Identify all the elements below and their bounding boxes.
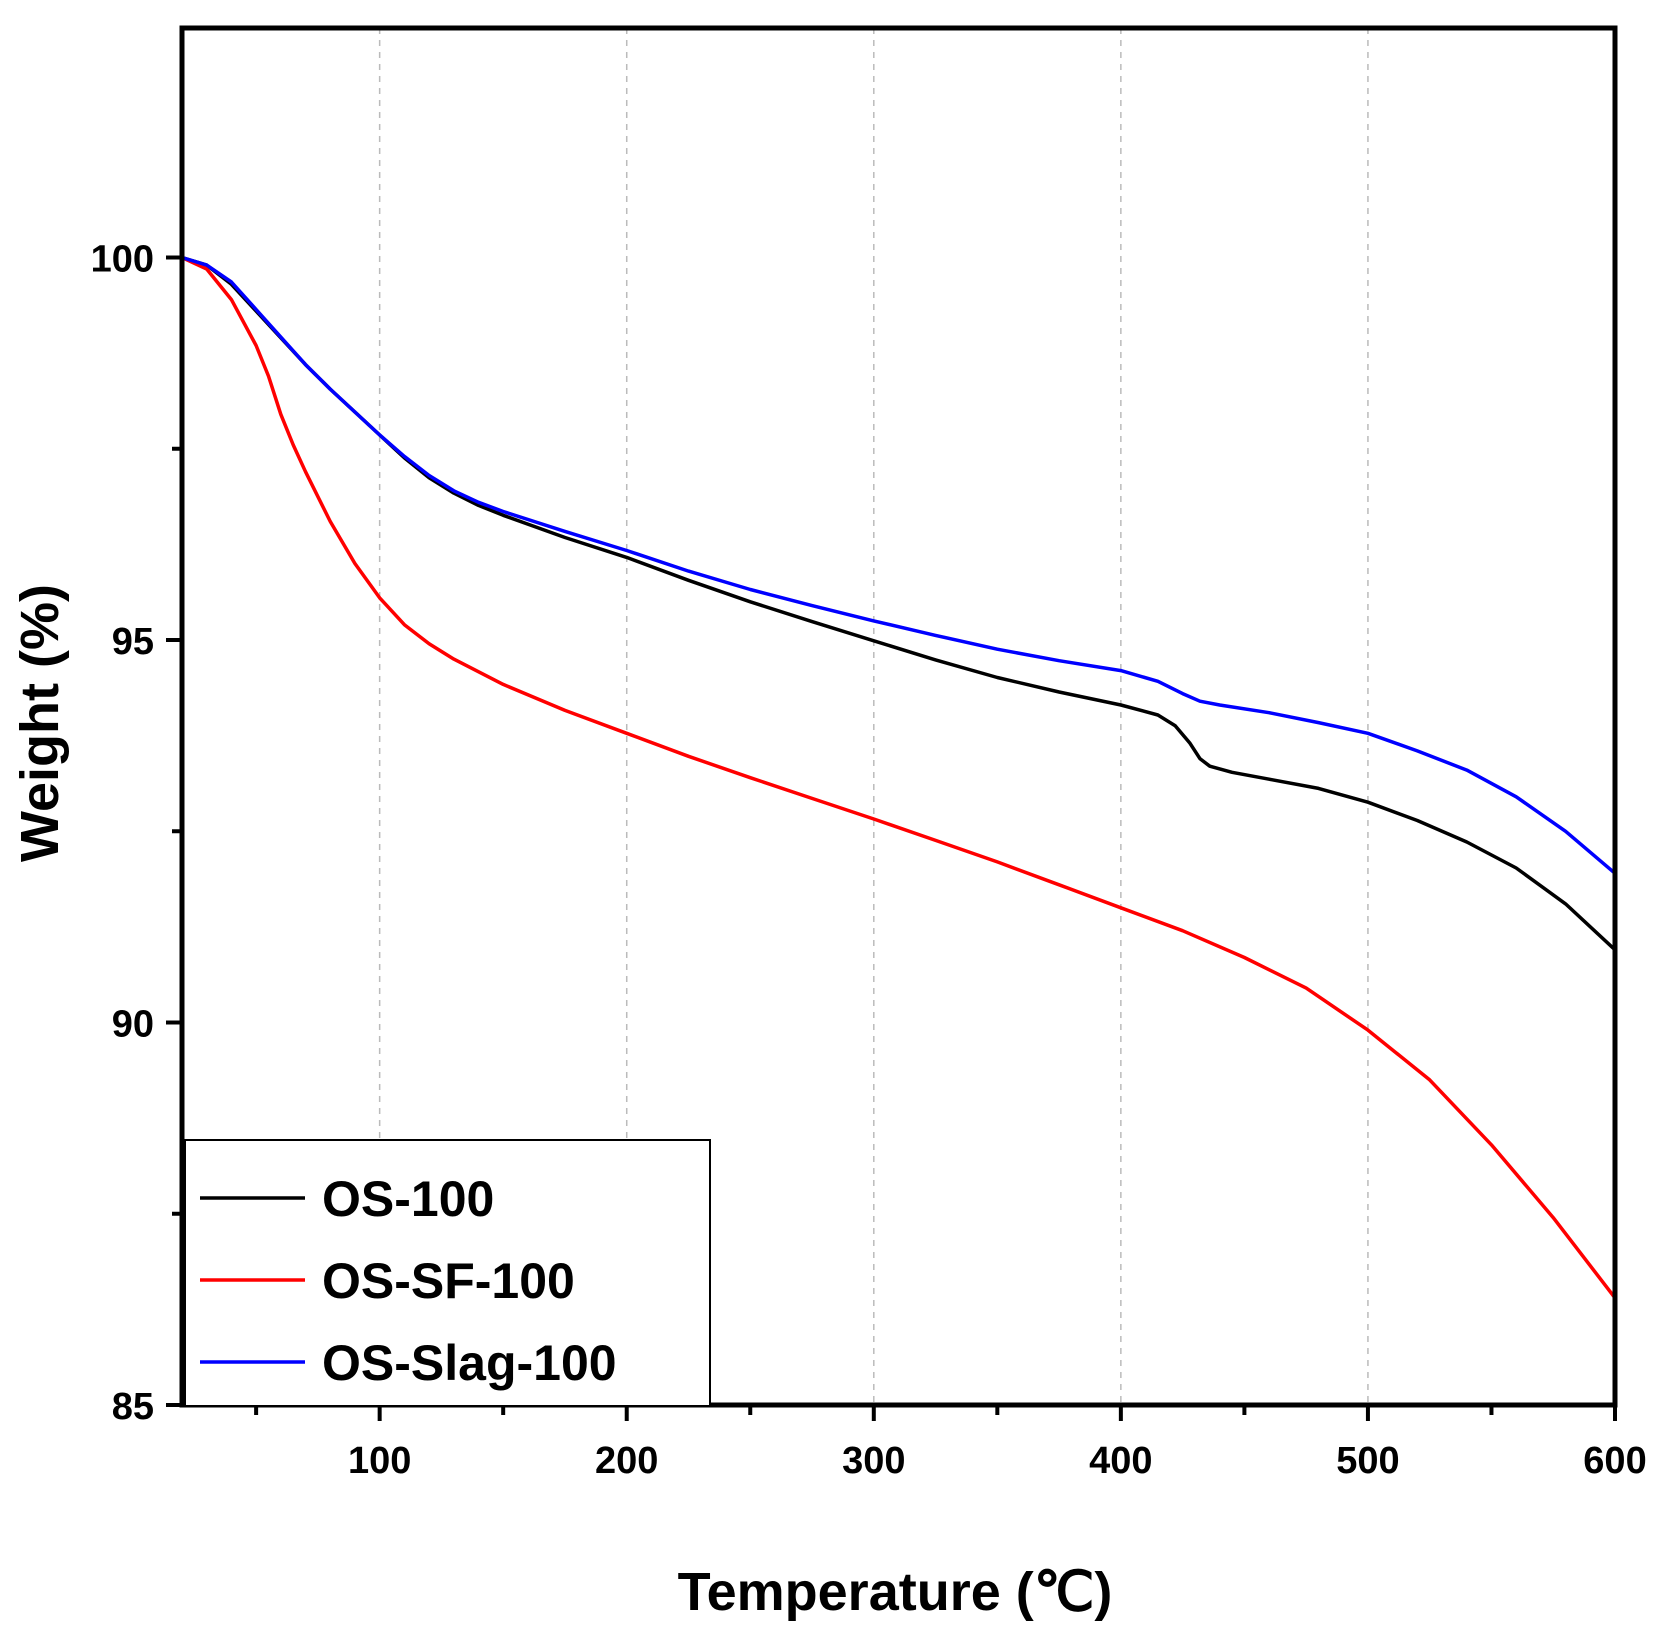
tick-layer: 100 200 300 400 500 600 85 90 95 100 [91, 239, 1647, 1483]
legend-label-os-slag-100: OS-Slag-100 [322, 1335, 617, 1391]
x-tick-label-100: 100 [348, 1440, 411, 1482]
y-tick-label-85: 85 [112, 1386, 154, 1428]
legend-label-os-sf-100: OS-SF-100 [322, 1253, 575, 1309]
plot-frame [179, 25, 1618, 1408]
x-tick-label-600: 600 [1583, 1440, 1646, 1482]
legend-label-os-100: OS-100 [322, 1171, 494, 1227]
x-axis-title: Temperature (℃) [678, 1562, 1113, 1622]
y-tick-label-90: 90 [112, 1004, 154, 1046]
series-layer [181, 255, 1617, 1299]
y-tick-label-100: 100 [91, 239, 154, 281]
series-line-os-sf-100 [181, 255, 1617, 1299]
x-tick-label-400: 400 [1089, 1440, 1152, 1482]
x-tick-label-500: 500 [1336, 1440, 1399, 1482]
series-line-os-slag-100 [181, 255, 1617, 875]
x-tick-label-200: 200 [595, 1440, 658, 1482]
y-axis-title: Weight (%) [10, 584, 70, 862]
legend: OS-100 OS-SF-100 OS-Slag-100 [184, 1139, 711, 1407]
y-tick-label-95: 95 [112, 621, 154, 663]
series-line-os-100 [181, 255, 1617, 952]
x-tick-label-300: 300 [842, 1440, 905, 1482]
grid-layer [378, 28, 1369, 1405]
